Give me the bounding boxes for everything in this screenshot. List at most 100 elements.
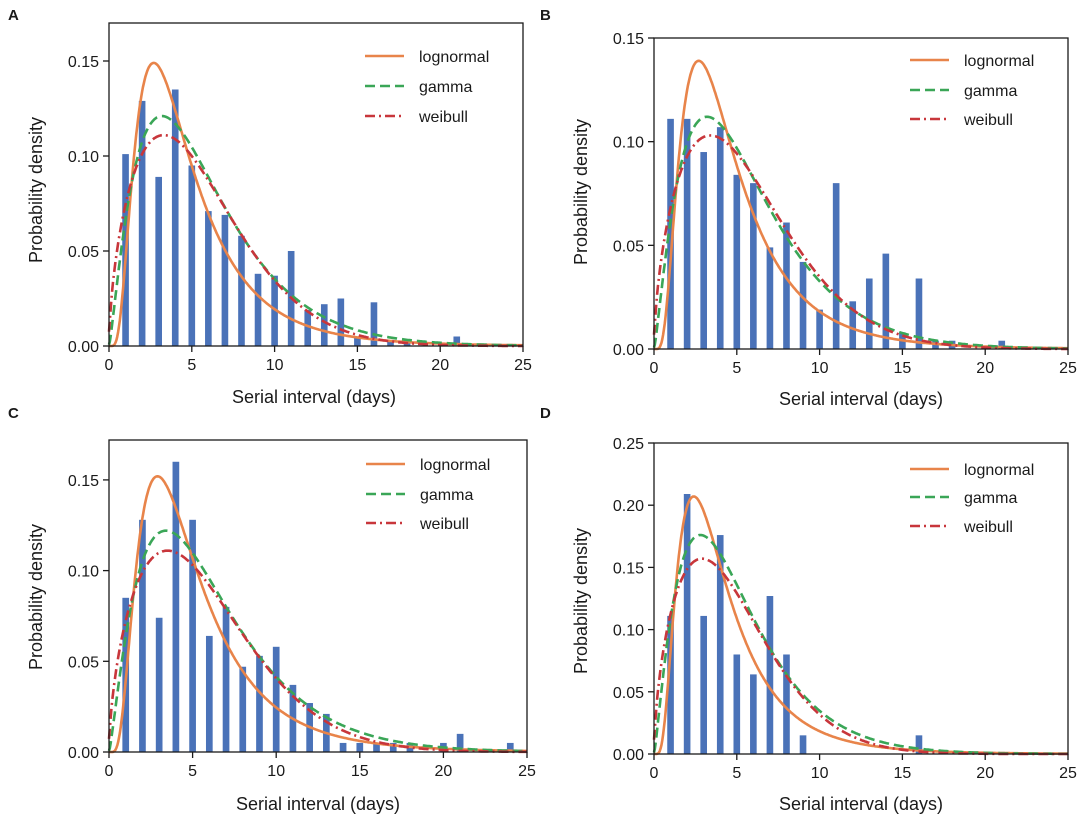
x-tick-label: 10: [811, 360, 829, 377]
y-tick-label: 0.00: [68, 339, 99, 356]
histogram-bar: [337, 298, 345, 346]
series-line-weibull: [652, 134, 1069, 351]
legend-label: lognormal: [419, 49, 489, 66]
histogram-bar: [256, 655, 263, 752]
series-line-gamma: [652, 533, 1069, 756]
legend-label: weibull: [419, 516, 469, 533]
legend-label: gamma: [964, 83, 1017, 100]
x-axis-label: Serial interval (days): [236, 794, 400, 814]
x-tick-label: 20: [976, 360, 994, 377]
histogram-bar: [915, 735, 923, 754]
histogram-bar: [155, 176, 162, 346]
histogram-bar: [239, 666, 247, 752]
histogram-bar: [370, 302, 378, 346]
y-tick-label: 0.10: [613, 135, 644, 152]
histogram-bar: [320, 304, 328, 346]
x-tick-label: 20: [435, 763, 453, 780]
y-axis-label: Probability density: [26, 117, 46, 263]
x-axis-label: Serial interval (days): [779, 389, 943, 409]
series-line-weibull: [107, 133, 524, 348]
y-tick-label: 0.15: [68, 54, 99, 71]
y-axis-label: Probability density: [571, 119, 591, 265]
histogram-bar: [998, 340, 1006, 349]
legend: lognormal gamma weibull: [910, 53, 1034, 129]
x-tick-label: 0: [105, 357, 114, 374]
series-line-lognormal: [653, 59, 1069, 351]
histogram-bar: [205, 635, 213, 752]
panel-d: D 0 5 10 15 20 25 0.00 0.05 0.10 0.15 0.20 0.25 log…: [540, 405, 1077, 814]
x-tick-label: 20: [431, 357, 449, 374]
histogram-bar: [453, 336, 461, 346]
panel-label: C: [8, 405, 19, 422]
x-tick-label: 15: [349, 357, 367, 374]
legend-label: gamma: [964, 490, 1017, 507]
histogram-bar: [373, 742, 380, 752]
series-line-gamma: [652, 115, 1069, 350]
histogram-bar: [832, 183, 840, 349]
histogram-bar: [667, 615, 674, 754]
histogram-bar: [354, 336, 361, 346]
histogram-bar: [766, 596, 774, 754]
histogram-bar: [750, 183, 757, 349]
histogram-bar: [221, 214, 229, 346]
histogram-bar: [683, 118, 691, 349]
histogram-bar: [172, 461, 180, 752]
x-tick-label: 25: [518, 763, 536, 780]
histogram-bar: [783, 654, 790, 754]
panel-a: A 0 5 10 15 20 25 0.00 0.05 0.10 0.15 lognormal g…: [8, 7, 532, 407]
series-line-gamma: [107, 114, 524, 347]
y-tick-label: 0.00: [68, 745, 99, 762]
histogram-bar: [138, 100, 146, 347]
y-tick-label: 0.05: [613, 685, 644, 702]
histogram-bar: [339, 742, 347, 752]
legend: lognormal gamma weibull: [365, 49, 489, 126]
legend-label: gamma: [420, 487, 473, 504]
histogram-bar: [222, 606, 230, 752]
y-tick-label: 0.20: [613, 498, 644, 515]
panel-c: C 0 5 10 15 20 25 0.00 0.05 0.10 0.15 lognormal g…: [8, 405, 536, 814]
histogram-bar: [882, 253, 890, 349]
histogram-bar: [139, 519, 146, 752]
histogram-bar: [799, 261, 807, 349]
legend: lognormal gamma weibull: [366, 457, 490, 533]
x-tick-label: 0: [650, 360, 659, 377]
histogram-bar: [205, 211, 212, 346]
histogram-bar: [799, 735, 807, 754]
x-tick-label: 15: [351, 763, 369, 780]
histogram-bar: [716, 535, 724, 754]
panel-b: B 0 5 10 15 20 25 0.00 0.05 0.10 0.15 lognormal g…: [540, 7, 1077, 409]
panel-label: A: [8, 7, 19, 24]
series-line-gamma: [107, 529, 528, 753]
legend-label: weibull: [418, 109, 468, 126]
x-tick-label: 10: [266, 357, 284, 374]
histogram-bar: [456, 733, 464, 752]
legend-label: lognormal: [964, 53, 1034, 70]
y-tick-label: 0.05: [613, 238, 644, 255]
histogram-bar: [387, 340, 394, 346]
histogram-bar: [733, 174, 741, 349]
histogram-bar: [750, 674, 757, 754]
histogram-bar: [189, 519, 196, 752]
series-line-weibull: [652, 557, 1069, 756]
x-tick-label: 5: [188, 763, 197, 780]
histogram-bar: [816, 309, 823, 349]
x-tick-label: 5: [732, 765, 741, 782]
panel-d-plot: 0 5 10 15 20 25 0.00 0.05 0.10 0.15 0.20 0.25: [613, 436, 1077, 782]
x-tick-label: 15: [894, 765, 912, 782]
legend: lognormal gamma weibull: [910, 462, 1034, 536]
histogram-bar: [766, 247, 774, 349]
legend-label: weibull: [963, 519, 1013, 536]
histogram-bar: [171, 89, 179, 346]
panel-label: B: [540, 7, 551, 24]
x-tick-label: 25: [514, 357, 532, 374]
histogram-bar: [254, 273, 262, 346]
y-axis-label: Probability density: [571, 528, 591, 674]
x-tick-label: 25: [1059, 360, 1077, 377]
y-tick-label: 0.10: [613, 623, 644, 640]
x-tick-label: 0: [650, 765, 659, 782]
histogram-bar: [733, 654, 741, 754]
histogram-bar: [700, 152, 707, 349]
x-tick-label: 10: [811, 765, 829, 782]
histogram-bar: [155, 617, 163, 752]
